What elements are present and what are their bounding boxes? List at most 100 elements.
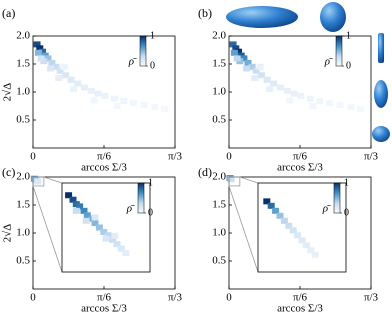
ellipsoid-icon [374,80,388,108]
heatmap-cell [33,41,41,48]
y-tick-label: 2.0 [212,171,226,183]
x-tick-label: 0 [30,151,36,163]
heatmap-cell [230,49,238,56]
oblate-icon [226,6,298,28]
y-tick-label: 0.5 [16,114,30,126]
heatmap-cell [90,97,98,104]
heatmap-cell [302,242,310,249]
y-tick-label: 1.5 [16,199,30,211]
colorbar [335,35,343,67]
heatmap-cell [234,48,242,55]
heatmap-cell [290,90,298,97]
heatmap-cell [65,192,73,199]
heatmap-cell [251,75,259,81]
heatmap-cell [104,232,112,239]
zoom-box [32,176,45,187]
rod-icon [378,33,384,63]
heatmap-cell [129,100,137,107]
inset-frame [257,182,347,273]
x-axis-label: arccos Σ/3 [81,303,127,313]
panel-label: (d) [198,165,212,179]
y-tick-label: 2.0 [16,30,30,42]
heatmap-cell [91,214,99,221]
heatmap-cell [102,235,110,242]
heatmap-cell [286,97,294,104]
y-tick-label: 0.5 [212,255,226,267]
colorbar-tick-label: 1 [148,177,153,188]
heatmap-cell [252,67,260,74]
inset-background [258,183,346,272]
heatmap-cell [336,101,344,108]
heatmap-cell [316,97,324,104]
heatmap-cell [56,67,64,74]
heatmap-cell [263,76,271,83]
heatmap-cell [34,178,42,185]
zoom-connector [239,176,259,184]
heatmap-cell [91,220,99,227]
heatmap-cell [76,203,84,210]
heatmap-cell [357,105,365,112]
colorbar-label: ρ̄ [324,56,333,68]
plot-frame [228,35,372,149]
x-tick-label: 0 [226,292,232,304]
heatmap-cell [36,45,44,52]
heatmap-cell [306,95,314,102]
heatmap-cell [87,87,95,94]
colorbar-tick-label: 0 [346,60,351,71]
x-tick-label: π/3 [168,151,183,163]
heatmap-cell [285,222,293,229]
panel-label: (a) [2,6,15,20]
heatmap-cell [267,202,275,209]
heatmap-cell [266,86,274,93]
inset-background [62,183,150,272]
heatmap-cell [101,92,109,99]
heatmap-cell [110,95,118,102]
colorbar [139,35,147,67]
y-tick-label: 1.0 [16,227,30,239]
zoom-connector [228,185,259,273]
heatmap-cell [276,212,284,219]
x-axis-label: arccos Σ/3 [277,162,323,174]
heatmap-cell [244,59,252,66]
colorbar-tick-label: 1 [150,30,155,41]
y-axis-label: 2√Δ [2,224,14,243]
x-axis-label: arccos Σ/3 [277,303,323,313]
y-tick-label: 1.5 [212,199,226,211]
x-tick-label: 0 [226,151,232,163]
heatmap-cell [44,55,52,62]
heatmap-cell [294,232,302,239]
colorbar-label: ρ̄ [128,56,137,68]
heatmap-cell [113,241,121,248]
heatmap-cell [94,90,102,97]
heatmap-cell [48,59,56,66]
heatmap-cell [38,48,46,55]
heatmap-cell [37,55,45,62]
heatmap-cell [70,86,78,93]
heatmap-cell [298,237,306,244]
heatmap-cell [81,84,89,91]
colorbar-label: ρ̄ [126,203,135,215]
heatmap-cell [120,97,128,104]
x-tick-label: π/6 [97,292,112,304]
heatmap-cell [309,103,317,109]
colorbar [137,182,145,214]
heatmap-cell [83,212,91,219]
heatmap-cell [60,63,68,70]
heatmap-cell [243,65,251,72]
heatmap-cell [47,65,55,72]
x-tick-label: π/3 [364,292,379,304]
y-tick-label: 1.5 [212,58,226,70]
y-tick-label: 2.0 [212,30,226,42]
heatmap-cell [280,217,288,224]
heatmap-cell [55,75,63,81]
y-tick-label: 1.0 [212,86,226,98]
sphere-icon [372,126,390,142]
heatmap-cell [122,250,130,257]
x-tick-label: π/3 [364,151,379,163]
y-tick-label: 1.0 [212,227,226,239]
heatmap-cell [111,232,119,239]
x-axis-label: arccos Σ/3 [81,162,127,174]
heatmap-cell [95,224,103,231]
x-tick-label: π/6 [97,151,112,163]
